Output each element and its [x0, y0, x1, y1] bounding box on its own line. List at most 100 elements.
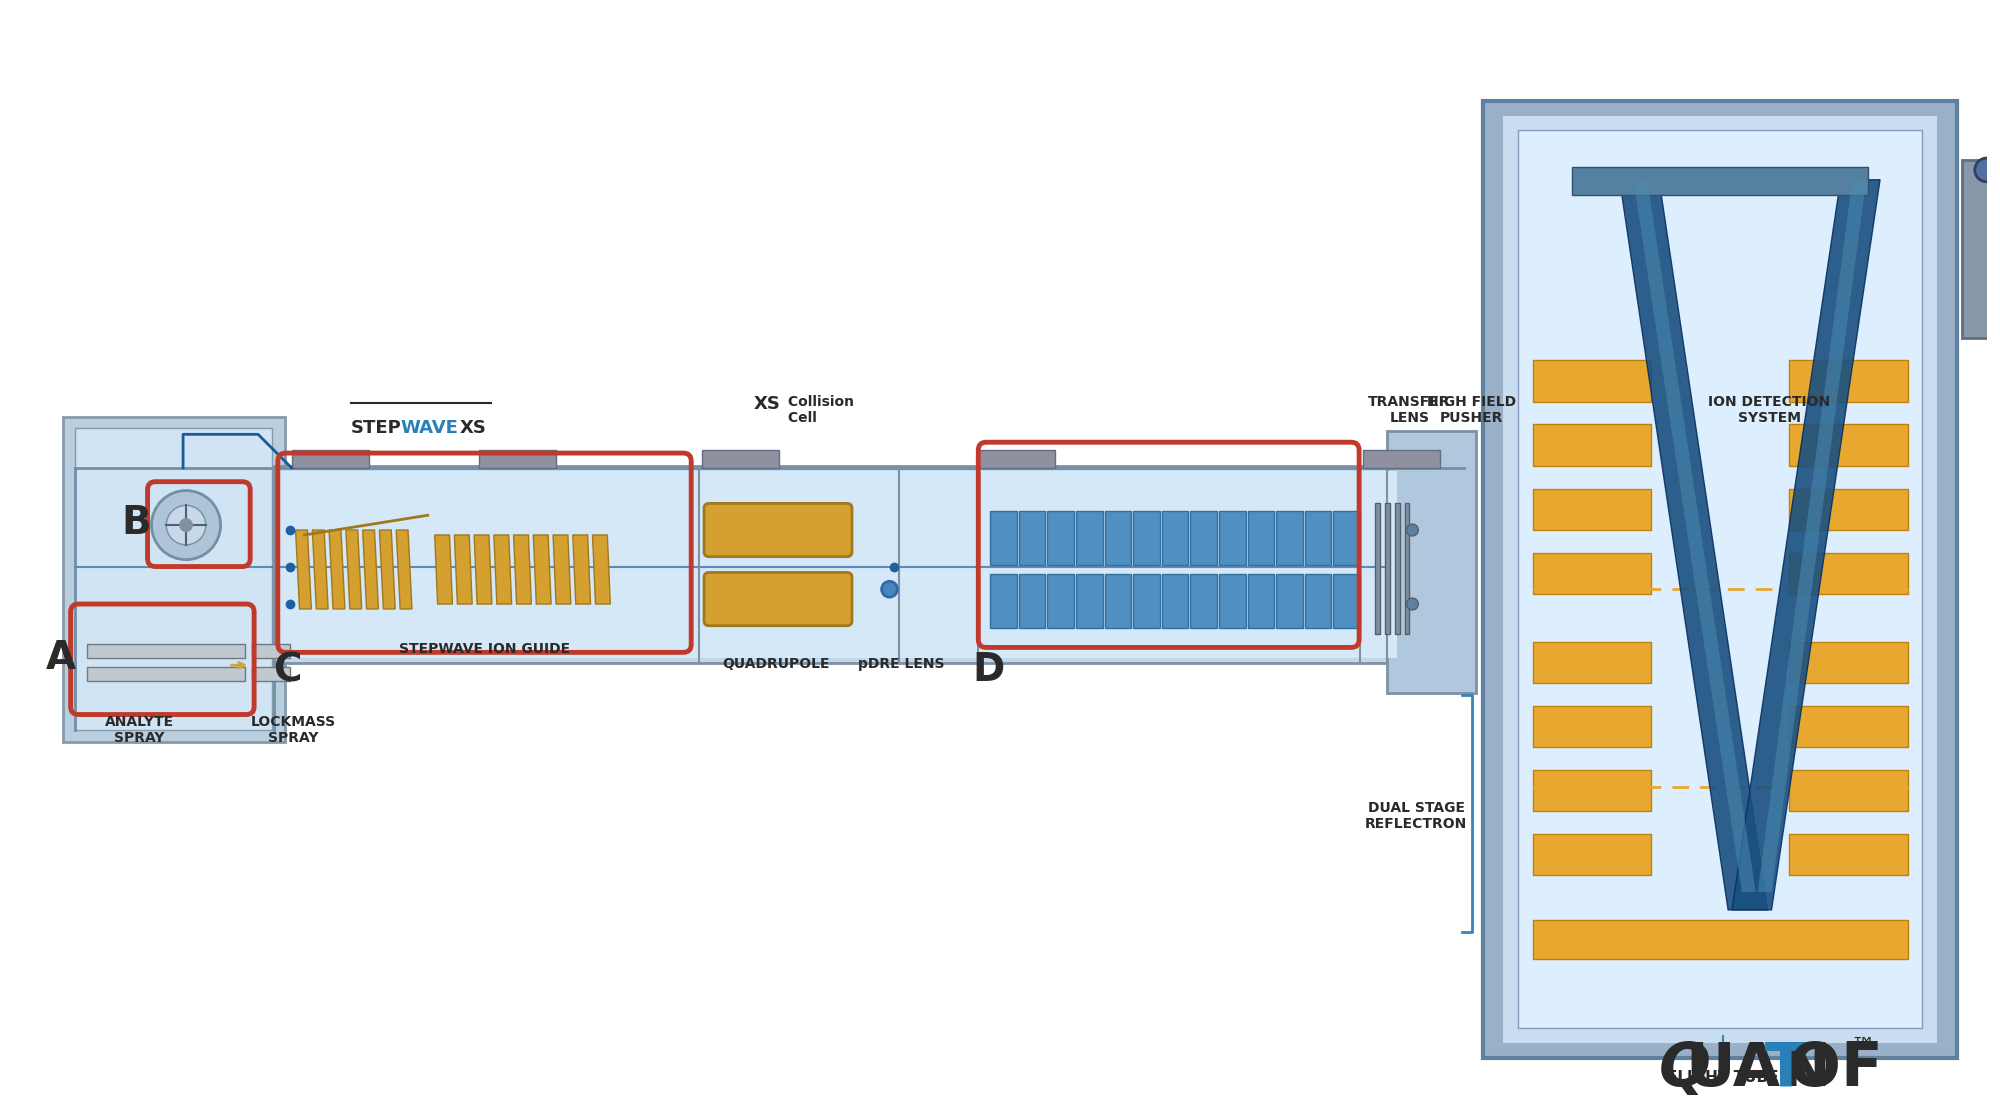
Bar — [1532, 360, 1652, 401]
Text: A: A — [46, 639, 76, 678]
Text: ™: ™ — [1850, 1036, 1876, 1060]
Text: LOCKMASS
SPRAY: LOCKMASS SPRAY — [252, 714, 336, 745]
Text: QUADRUPOLE: QUADRUPOLE — [722, 657, 830, 671]
Bar — [252, 644, 290, 659]
Text: ION DETECTION
SYSTEM: ION DETECTION SYSTEM — [1708, 395, 1830, 425]
Bar — [702, 451, 780, 467]
Polygon shape — [330, 530, 344, 609]
Bar — [1162, 575, 1188, 627]
Polygon shape — [454, 534, 472, 604]
Text: WAVE: WAVE — [400, 418, 458, 436]
Bar — [1248, 511, 1274, 565]
Polygon shape — [1732, 180, 1880, 910]
Bar — [1304, 575, 1332, 627]
Polygon shape — [312, 530, 328, 609]
Bar — [1304, 511, 1332, 565]
Bar — [1134, 575, 1160, 627]
Bar — [1790, 642, 1908, 683]
Circle shape — [1406, 598, 1418, 610]
FancyBboxPatch shape — [704, 503, 852, 557]
Bar — [1532, 705, 1652, 747]
Bar — [1076, 511, 1102, 565]
Bar — [978, 451, 1056, 467]
Bar — [1190, 511, 1218, 565]
Circle shape — [882, 581, 898, 597]
Bar — [1532, 552, 1652, 594]
Text: UAN: UAN — [1686, 1040, 1832, 1099]
Circle shape — [152, 491, 220, 560]
Bar — [1048, 511, 1074, 565]
Bar — [1386, 432, 1476, 693]
Text: XS: XS — [460, 418, 486, 436]
Bar — [1532, 920, 1908, 959]
Bar — [1220, 511, 1246, 565]
Bar — [1790, 770, 1908, 812]
Bar — [1790, 552, 1908, 594]
Polygon shape — [494, 534, 512, 604]
Text: XS: XS — [754, 395, 780, 413]
Bar — [1384, 503, 1390, 634]
Bar — [1018, 575, 1046, 627]
Bar — [1532, 489, 1652, 530]
Bar — [1334, 575, 1360, 627]
Text: HIGH FIELD
PUSHER: HIGH FIELD PUSHER — [1428, 395, 1516, 425]
Bar — [1532, 834, 1652, 875]
Bar — [1220, 575, 1246, 627]
Bar — [252, 667, 290, 681]
Bar — [1104, 511, 1132, 565]
Text: T: T — [1764, 1040, 1806, 1099]
Polygon shape — [474, 534, 492, 604]
Bar — [990, 511, 1016, 565]
Polygon shape — [296, 530, 312, 609]
Bar — [1162, 511, 1188, 565]
Bar — [1374, 503, 1380, 634]
Bar — [1484, 101, 1958, 1058]
Bar — [1532, 425, 1652, 466]
Bar — [1504, 115, 1938, 1043]
Text: Q: Q — [1660, 1040, 1712, 1099]
Bar — [292, 451, 368, 467]
Text: ANALYTE
SPRAY: ANALYTE SPRAY — [106, 714, 174, 745]
Bar — [1248, 575, 1274, 627]
Bar — [1404, 503, 1410, 634]
Bar — [1962, 160, 2000, 338]
Text: DUAL STAGE
REFLECTRON: DUAL STAGE REFLECTRON — [1366, 800, 1468, 832]
Bar — [1364, 451, 1440, 467]
Text: pDRE LENS: pDRE LENS — [858, 657, 944, 671]
Text: Collision
 Cell: Collision Cell — [782, 395, 854, 425]
Text: B: B — [120, 504, 150, 542]
Polygon shape — [346, 530, 362, 609]
Bar — [1018, 511, 1046, 565]
Polygon shape — [534, 534, 552, 604]
Polygon shape — [396, 530, 412, 609]
Bar — [1276, 575, 1302, 627]
Polygon shape — [1634, 180, 1756, 892]
Circle shape — [166, 505, 206, 544]
Text: C: C — [274, 651, 302, 689]
Bar — [1190, 575, 1218, 627]
Bar — [1572, 167, 1868, 195]
Polygon shape — [434, 534, 452, 604]
Polygon shape — [572, 534, 590, 604]
Bar — [1790, 360, 1908, 401]
Bar — [1334, 511, 1360, 565]
Bar — [1134, 511, 1160, 565]
Bar — [990, 575, 1016, 627]
Bar — [1790, 834, 1908, 875]
Circle shape — [180, 518, 192, 532]
Circle shape — [1974, 158, 1998, 182]
Bar — [480, 451, 556, 467]
Text: OF: OF — [1790, 1040, 1884, 1099]
Polygon shape — [592, 534, 610, 604]
Bar — [1276, 511, 1302, 565]
Polygon shape — [380, 530, 396, 609]
Text: TRANSFER
LENS: TRANSFER LENS — [1368, 395, 1450, 425]
Polygon shape — [514, 534, 532, 604]
Bar — [1790, 425, 1908, 466]
Bar — [1532, 770, 1652, 812]
Bar — [1790, 489, 1908, 530]
Text: STEPWAVE ION GUIDE: STEPWAVE ION GUIDE — [400, 642, 570, 655]
Polygon shape — [1620, 180, 1768, 910]
Bar — [1532, 642, 1652, 683]
Text: STEP: STEP — [350, 418, 402, 436]
